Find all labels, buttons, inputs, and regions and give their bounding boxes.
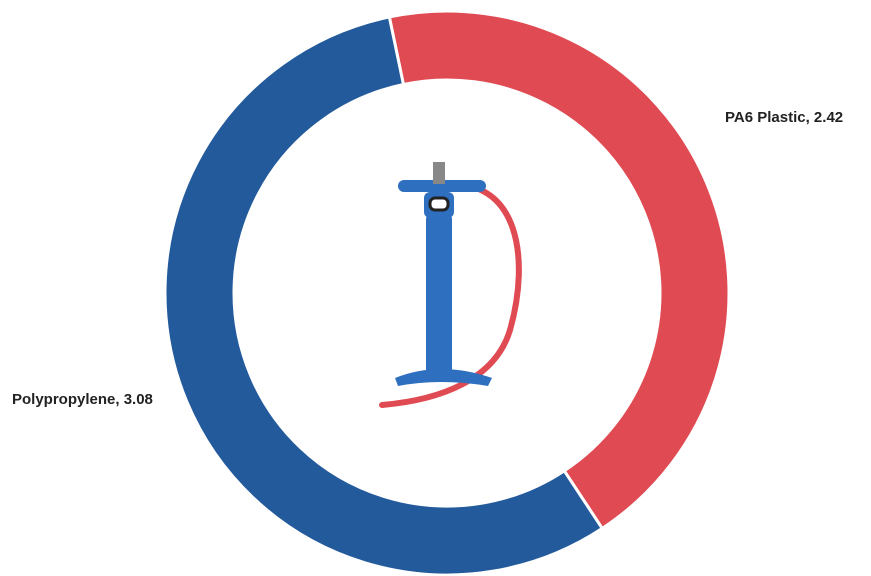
data-label: Polypropylene, 3.08 — [12, 391, 153, 408]
donut-segment — [163, 15, 605, 576]
pump-illustration — [379, 162, 522, 408]
data-label: PA6 Plastic, 2.42 — [725, 109, 843, 126]
donut-segment — [387, 9, 731, 531]
